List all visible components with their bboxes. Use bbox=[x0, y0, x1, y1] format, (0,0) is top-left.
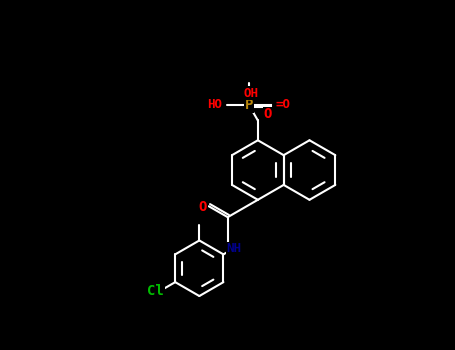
Text: =O: =O bbox=[275, 98, 290, 111]
Text: NH: NH bbox=[226, 243, 241, 256]
Text: P: P bbox=[245, 98, 253, 112]
Text: Cl: Cl bbox=[147, 284, 164, 298]
Text: O: O bbox=[263, 107, 272, 121]
Text: HO: HO bbox=[207, 98, 222, 111]
Text: O: O bbox=[199, 200, 207, 214]
Text: OH: OH bbox=[243, 86, 258, 99]
